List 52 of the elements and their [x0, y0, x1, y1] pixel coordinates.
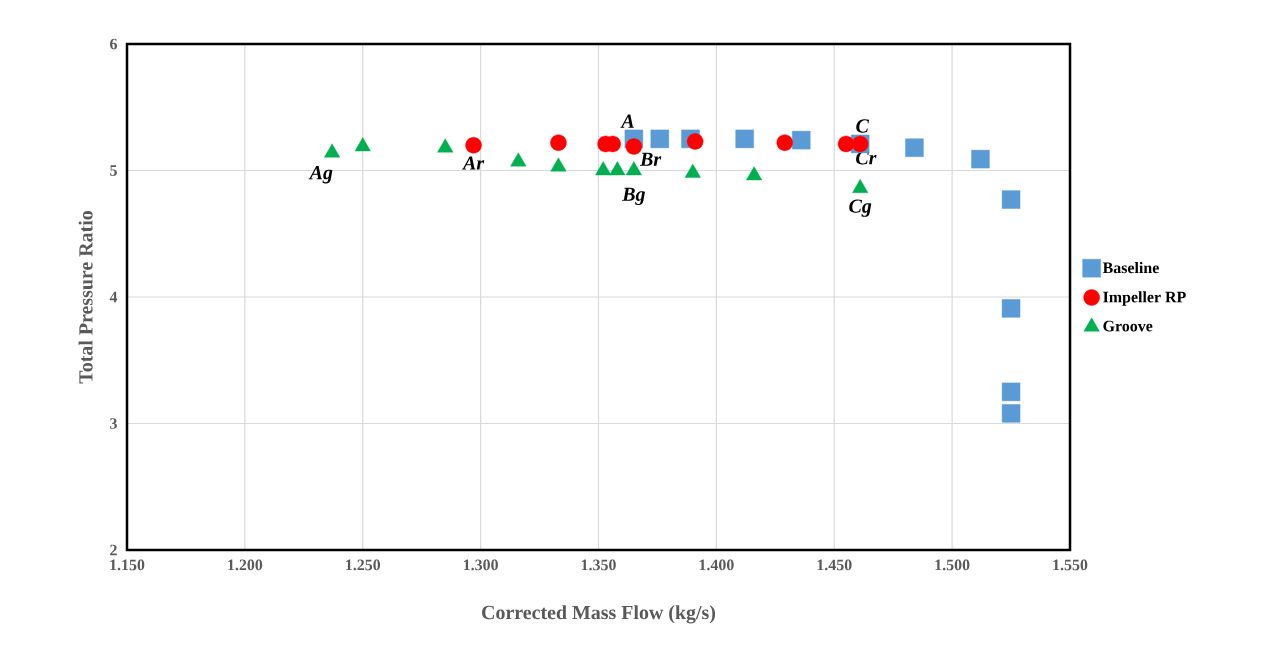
annotation: Ar — [462, 156, 485, 170]
x-tick-label: 1.550 — [1053, 559, 1088, 571]
x-tick-label: 1.450 — [817, 559, 852, 571]
point — [1001, 404, 1021, 423]
y-tick-label: 3 — [110, 418, 117, 429]
annotation: A — [620, 114, 634, 128]
x-tick-label: 1.300 — [463, 559, 498, 571]
annotation: Cg — [849, 199, 872, 217]
x-tick-label: 1.350 — [581, 559, 616, 571]
x-tick-label: 1.200 — [228, 559, 263, 571]
legend-label: Groove — [1103, 320, 1153, 332]
legend-label: Impeller RP — [1103, 291, 1186, 306]
annotation: C — [856, 119, 870, 133]
point — [609, 161, 626, 176]
legend-label: Baseline — [1102, 261, 1159, 274]
point — [324, 143, 341, 158]
y-tick-label: 4 — [109, 291, 118, 303]
point — [735, 129, 754, 149]
point — [971, 149, 990, 169]
point — [1001, 190, 1021, 209]
x-tick-label: 1.250 — [346, 559, 381, 571]
point — [510, 152, 527, 167]
point — [776, 134, 793, 151]
point — [684, 163, 701, 178]
point — [650, 129, 669, 149]
point — [550, 134, 567, 151]
point — [905, 138, 924, 157]
annotation: Br — [639, 152, 662, 166]
point — [852, 179, 869, 193]
point — [550, 157, 567, 172]
y-tick-label: 6 — [110, 38, 118, 50]
point — [595, 161, 612, 176]
annotation: Ag — [308, 165, 333, 184]
x-tick-label: 1.400 — [699, 559, 734, 571]
point — [465, 137, 482, 154]
point — [354, 137, 371, 152]
y-tick-label: 2 — [110, 544, 117, 556]
point — [1001, 382, 1021, 402]
point — [746, 166, 763, 181]
annotation: Cr — [856, 151, 877, 165]
point — [837, 135, 855, 153]
point — [437, 138, 454, 153]
point — [686, 133, 704, 150]
point — [625, 161, 642, 176]
point — [792, 130, 811, 150]
point — [1001, 299, 1021, 318]
x-tick-label: 1.150 — [110, 559, 145, 571]
x-axis-title: Corrected Mass Flow (kg/s) — [482, 605, 716, 624]
y-axis-title: Total Pressure Ratio — [78, 211, 93, 384]
x-tick-label: 1.500 — [935, 559, 970, 571]
annotation: Bg — [622, 187, 645, 205]
y-tick-label: 5 — [110, 165, 117, 176]
